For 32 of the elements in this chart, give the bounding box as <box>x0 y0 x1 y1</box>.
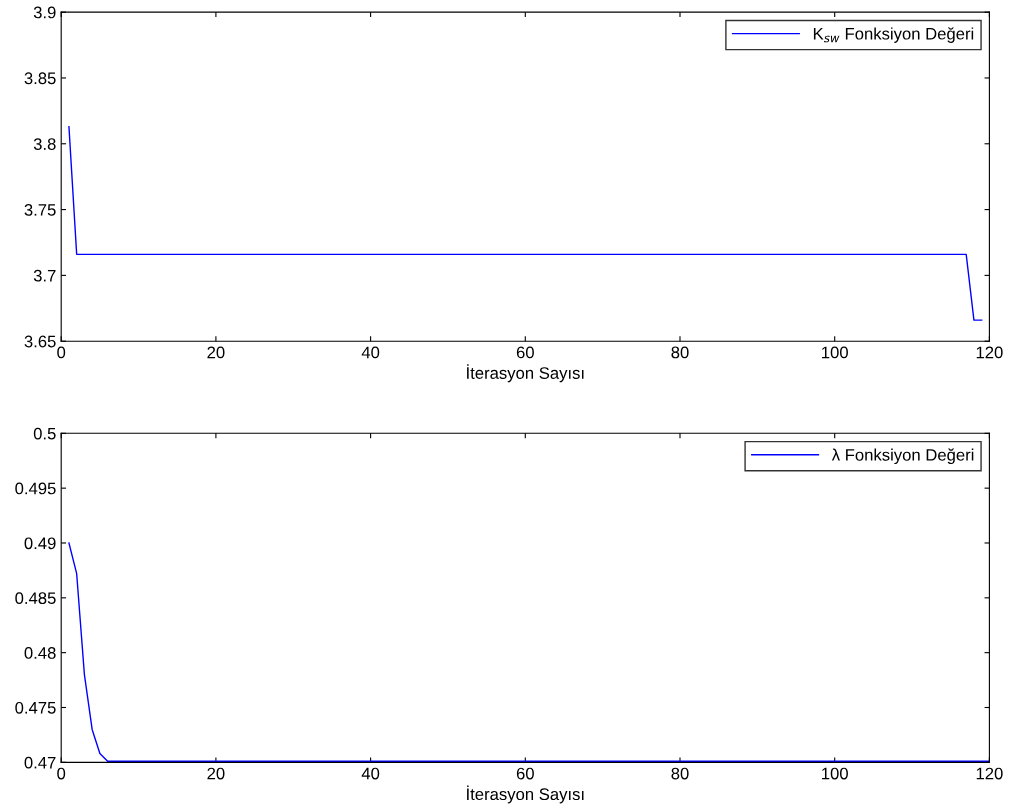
x-tick-label: 60 <box>516 767 534 780</box>
x-tick-label: 100 <box>822 767 848 780</box>
x-tick-label: 40 <box>361 767 380 780</box>
x-tick-label: 20 <box>207 767 225 780</box>
y-tick-label: 0.5 <box>33 427 56 440</box>
legend-label: λ Fonksiyon Değeri <box>831 448 974 465</box>
line-series <box>68 542 990 762</box>
y-tick-label: 3.9 <box>33 6 56 19</box>
x-tick-label: 0 <box>57 767 66 780</box>
x-tick-label: 120 <box>976 767 1003 780</box>
y-tick-label: 3.65 <box>24 335 56 348</box>
y-tick-label: 0.49 <box>24 537 56 550</box>
legend-label: K$_{sw}$ Fonksiyon Değeri <box>813 27 974 43</box>
y-tick-label: 0.475 <box>15 701 56 714</box>
y-tick-label: 0.495 <box>15 482 56 495</box>
x-axis-title: İterasyon Sayısı <box>467 364 584 383</box>
y-tick-label: 0.47 <box>24 756 56 769</box>
x-tick-label: 0 <box>57 346 66 359</box>
x-tick-label: 100 <box>822 346 848 359</box>
y-tick-label: 0.48 <box>24 647 56 659</box>
x-tick-label: 80 <box>671 767 689 780</box>
x-tick-label: 60 <box>516 346 534 359</box>
x-axis-title: İterasyon Sayısı <box>467 785 584 804</box>
x-tick-label: 80 <box>671 346 689 359</box>
y-tick-label: 3.7 <box>33 269 56 282</box>
x-tick-label: 40 <box>361 346 380 359</box>
x-tick-label: 120 <box>976 346 1003 359</box>
y-tick-label: 0.485 <box>15 592 56 605</box>
y-tick-label: 3.8 <box>33 138 56 150</box>
x-tick-label: 20 <box>207 346 225 359</box>
y-tick-label: 3.75 <box>24 203 56 216</box>
y-tick-label: 3.85 <box>24 72 56 85</box>
